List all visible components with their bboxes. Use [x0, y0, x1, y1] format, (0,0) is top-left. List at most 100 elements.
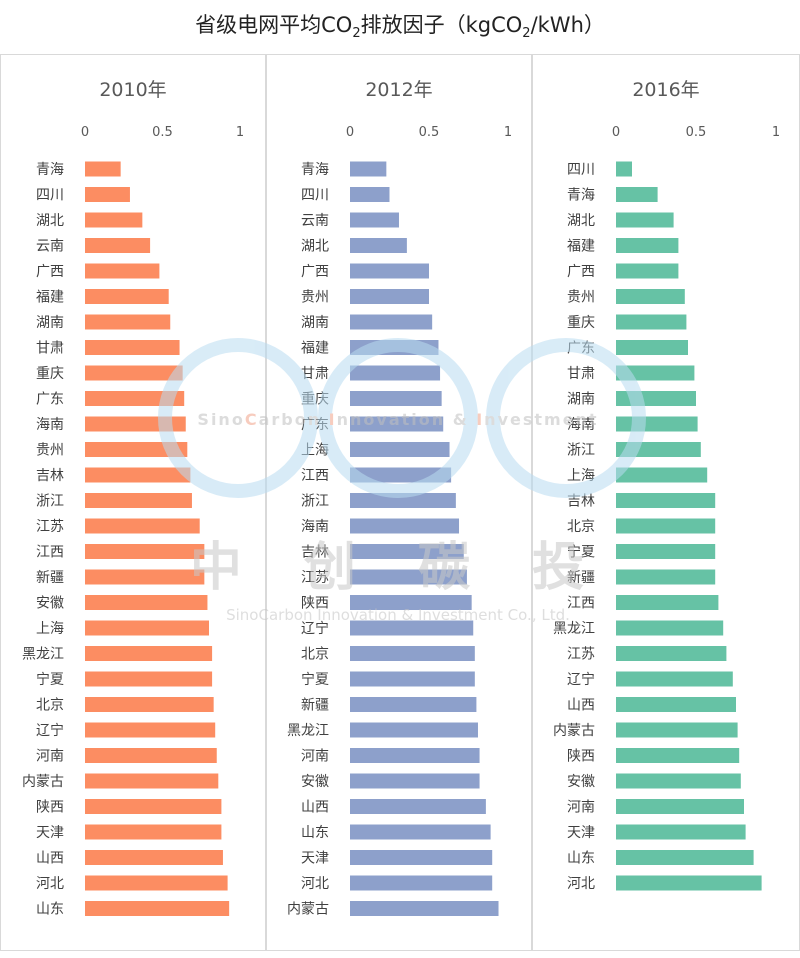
bar-2-18 [616, 620, 724, 636]
bar-0-9 [85, 391, 185, 406]
category-label-2-23: 陕西 [567, 749, 595, 765]
category-label-1-18: 辽宁 [301, 620, 329, 637]
bar-0-18 [85, 620, 209, 636]
bar-1-3 [350, 238, 407, 253]
bar-0-5 [85, 289, 169, 304]
category-label-2-22: 内蒙古 [553, 723, 595, 739]
category-label-0-15: 江西 [36, 545, 64, 561]
bar-2-8 [616, 365, 695, 381]
category-label-1-2: 云南 [301, 213, 329, 229]
chart-title: 省级电网平均CO2排放因子（kgCO2/kWh） [195, 13, 605, 41]
panel-0: 2010年 0 0.5 1 青海四川湖北云南广西福建湖南甘肃重庆广东海南贵州吉林浙江江苏… [0, 54, 266, 951]
bar-2-24 [616, 773, 741, 789]
category-label-0-5: 福建 [36, 290, 64, 306]
category-label-2-19: 江苏 [567, 647, 595, 663]
bar-1-15 [350, 544, 464, 559]
bar-1-27 [350, 850, 493, 865]
category-label-0-17: 安徽 [36, 596, 64, 612]
category-label-0-22: 辽宁 [36, 722, 64, 739]
category-label-0-27: 山西 [36, 851, 64, 867]
bar-2-2 [616, 212, 674, 228]
bar-0-19 [85, 646, 213, 661]
title-part-3: /kWh） [531, 13, 605, 37]
bar-2-25 [616, 799, 744, 814]
tick-label-1-0: 0 [346, 125, 354, 140]
bar-1-8 [350, 365, 441, 381]
category-label-1-3: 湖北 [301, 239, 329, 255]
category-label-2-1: 青海 [567, 188, 595, 204]
bar-0-12 [85, 467, 191, 483]
watermark-ring-left [158, 338, 318, 498]
category-label-0-13: 浙江 [36, 494, 64, 510]
bar-1-20 [350, 671, 475, 687]
watermark-ring-center [318, 338, 478, 498]
category-label-1-7: 福建 [301, 341, 329, 357]
bar-1-5 [350, 289, 429, 304]
category-label-0-25: 陕西 [36, 800, 64, 816]
category-label-2-11: 浙江 [567, 443, 595, 459]
category-label-1-24: 安徽 [301, 774, 329, 790]
bar-0-11 [85, 442, 188, 457]
bar-2-5 [616, 289, 685, 304]
category-label-1-0: 青海 [301, 162, 329, 178]
bar-0-27 [85, 850, 223, 865]
bar-1-17 [350, 595, 472, 610]
watermark-company: SinoCarbon Innovation & Investment Co., … [226, 606, 570, 624]
category-label-2-28: 河北 [567, 876, 595, 892]
category-label-0-2: 湖北 [36, 213, 64, 229]
bar-0-25 [85, 799, 222, 814]
bar-2-0 [616, 161, 632, 177]
bar-2-19 [616, 646, 727, 661]
category-label-0-24: 内蒙古 [22, 774, 64, 790]
bar-0-21 [85, 697, 214, 712]
tick-label-0-1: 0.5 [152, 125, 173, 140]
bar-1-29 [350, 901, 499, 916]
title-part-2: 排放因子（kgCO [361, 13, 523, 37]
category-label-0-16: 新疆 [36, 570, 64, 586]
category-label-2-6: 重庆 [567, 315, 595, 331]
bar-1-18 [350, 620, 474, 636]
category-label-0-18: 上海 [36, 621, 64, 637]
category-label-2-3: 福建 [567, 239, 595, 255]
bar-1-1 [350, 187, 390, 202]
category-label-0-29: 山东 [36, 902, 64, 918]
bar-1-10 [350, 416, 444, 432]
category-label-2-16: 新疆 [567, 570, 595, 586]
category-label-1-25: 山西 [301, 800, 329, 816]
category-label-0-0: 青海 [36, 162, 64, 178]
tick-label-2-2: 1 [772, 125, 780, 140]
bar-1-6 [350, 314, 433, 330]
bar-1-22 [350, 722, 478, 738]
panel-title-2: 2016年 [632, 79, 699, 101]
category-label-0-19: 黑龙江 [22, 647, 64, 663]
category-label-0-28: 河北 [36, 876, 64, 892]
tick-label-0-0: 0 [81, 125, 89, 140]
bar-0-6 [85, 314, 171, 330]
bar-2-20 [616, 671, 733, 687]
category-label-1-1: 四川 [301, 188, 329, 204]
category-label-2-12: 上海 [567, 468, 595, 484]
bar-1-23 [350, 748, 480, 763]
bar-1-24 [350, 773, 480, 789]
bar-0-4 [85, 263, 160, 279]
category-label-2-0: 四川 [567, 162, 595, 178]
bar-0-26 [85, 824, 222, 840]
category-label-1-26: 山东 [301, 825, 329, 841]
category-label-1-14: 海南 [301, 519, 329, 535]
bar-1-14 [350, 518, 460, 534]
bar-2-10 [616, 416, 698, 432]
category-label-0-12: 吉林 [36, 468, 64, 484]
category-label-2-14: 北京 [567, 519, 595, 535]
watermark-brand: SinoCarbon Innovation & Investment [197, 410, 598, 429]
category-label-1-27: 天津 [301, 851, 329, 867]
bar-1-11 [350, 442, 450, 457]
category-label-2-15: 宁夏 [567, 544, 595, 561]
bar-0-1 [85, 187, 130, 202]
bar-2-6 [616, 314, 687, 330]
bar-2-7 [616, 340, 688, 355]
bar-1-2 [350, 212, 399, 228]
bar-0-8 [85, 365, 183, 381]
